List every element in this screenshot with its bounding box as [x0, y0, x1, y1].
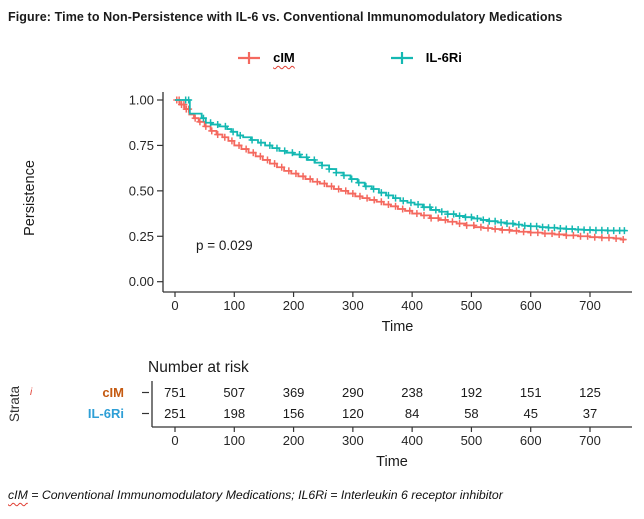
x-tick-label: 500 — [461, 298, 483, 313]
risk-count: 290 — [342, 385, 364, 400]
footnote-abbr: cIM — [8, 488, 28, 502]
risk-count: 37 — [583, 406, 597, 421]
risk-count: 156 — [283, 406, 305, 421]
x-tick-label: 700 — [579, 298, 601, 313]
km-survival-plot: 0.00 0.25 0.50 0.75 1.00 0 100 200 300 400 500 600 7… — [22, 92, 632, 335]
risk-count: 369 — [283, 385, 305, 400]
risk-count: 751 — [164, 385, 186, 400]
risk-count: 45 — [523, 406, 537, 421]
y-axis-title: Persistence — [22, 160, 38, 236]
x-tick-label: 0 — [171, 298, 178, 313]
footnote-text: = Conventional Immunomodulatory Medicati… — [27, 488, 503, 502]
risk-count: 120 — [342, 406, 364, 421]
table-x-tick-label: 400 — [401, 433, 423, 448]
risk-count: 507 — [223, 385, 245, 400]
risk-count: 84 — [405, 406, 419, 421]
risk-table-title: Number at risk — [148, 359, 249, 376]
table-x-tick-label: 600 — [520, 433, 542, 448]
table-x-tick-label: 500 — [461, 433, 483, 448]
legend-label-il6ri: IL-6Ri — [425, 50, 462, 65]
table-x-tick-label: 200 — [283, 433, 305, 448]
risk-count: 238 — [401, 385, 423, 400]
risk-count: 198 — [223, 406, 245, 421]
figure-footnote: cIM = Conventional Immunomodulatory Medi… — [8, 488, 638, 502]
x-axis-title: Time — [382, 319, 414, 335]
legend-item-il6ri: IL-6Ri — [390, 50, 462, 65]
censor-marks-il6ri — [182, 96, 628, 235]
legend-item-cim: cIM — [237, 50, 295, 65]
legend-label-cim: cIM — [273, 50, 295, 65]
number-at-risk-table: Number at risk Strata i cIM 751 507 369 290 238 1… — [7, 359, 632, 470]
risk-row-label: IL-6Ri — [88, 406, 124, 421]
x-tick-label: 400 — [401, 298, 423, 313]
risk-count: 151 — [520, 385, 542, 400]
x-tick-label: 300 — [342, 298, 364, 313]
risk-count: 192 — [461, 385, 483, 400]
censor-marks-cim — [173, 96, 627, 244]
y-tick-label: 0.75 — [129, 138, 154, 153]
risk-row-label: cIM — [102, 385, 124, 400]
plus-marker-icon — [390, 51, 413, 64]
table-x-tick-label: 300 — [342, 433, 364, 448]
risk-count: 58 — [464, 406, 478, 421]
table-x-tick-label: 100 — [223, 433, 245, 448]
p-value-annotation: p = 0.029 — [196, 238, 253, 253]
y-tick-label: 1.00 — [129, 93, 154, 108]
table-x-axis-title: Time — [376, 454, 408, 470]
km-curve-cim — [175, 99, 626, 241]
y-tick-label: 0.00 — [129, 274, 154, 289]
y-tick-label: 0.25 — [129, 229, 154, 244]
table-x-tick-label: 0 — [171, 433, 178, 448]
strata-red-mark: i — [30, 387, 33, 398]
risk-count: 251 — [164, 406, 186, 421]
chart-legend: cIM IL-6Ri — [0, 50, 644, 65]
plus-marker-icon — [238, 51, 261, 64]
km-curve-il6ri — [175, 99, 627, 232]
figure-title: Figure: Time to Non-Persistence with IL-… — [8, 10, 563, 24]
strata-axis-label: Strata — [7, 386, 22, 423]
y-tick-label: 0.50 — [129, 183, 154, 198]
x-tick-label: 100 — [223, 298, 245, 313]
x-tick-label: 600 — [520, 298, 542, 313]
x-tick-label: 200 — [283, 298, 305, 313]
table-x-tick-label: 700 — [579, 433, 601, 448]
risk-count: 125 — [579, 385, 601, 400]
